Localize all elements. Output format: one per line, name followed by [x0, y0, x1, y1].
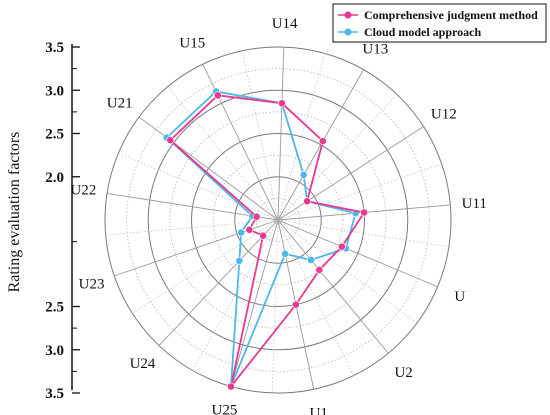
- grid-ring-minor: [126, 68, 430, 372]
- grid-spoke: [277, 47, 285, 221]
- axis-layer: 3.5 3.0 2.5 2.0 2.5 3.0 3.5: [45, 40, 80, 402]
- spoke-label: U14: [272, 16, 298, 32]
- spoke-label: U12: [431, 107, 457, 123]
- grid-spoke-minor: [132, 219, 279, 314]
- data-point-1: [166, 136, 175, 145]
- data-point-1: [245, 225, 254, 234]
- grid-spoke-minor: [241, 50, 279, 221]
- grid-spoke-minor: [277, 219, 418, 324]
- spoke-label: U22: [70, 183, 96, 199]
- spoke-label: U: [454, 289, 465, 305]
- grid-spoke: [138, 116, 279, 221]
- spoke-label: U24: [130, 356, 156, 372]
- spoke-label: U13: [362, 42, 388, 58]
- spoke-label: U25: [212, 403, 238, 415]
- spoke-label: U21: [107, 96, 133, 112]
- data-point-1: [318, 137, 327, 145]
- grid-spoke: [230, 219, 279, 387]
- data-point-2: [299, 170, 308, 179]
- grid-spoke-minor: [271, 219, 279, 393]
- series-line-2: [165, 90, 357, 387]
- radial-axis-tick-label: 3.0: [45, 343, 64, 359]
- spoke-label: U23: [79, 277, 105, 293]
- radial-axis-tick-label: 3.0: [45, 83, 64, 99]
- grid-ring: [147, 89, 409, 351]
- data-point-1: [213, 91, 222, 100]
- radial-axis-tick-label: 2.5: [45, 300, 64, 316]
- grid-ring: [104, 46, 452, 394]
- radial-axis-tick-label: 2.5: [45, 127, 64, 143]
- data-point-1: [337, 242, 346, 251]
- data-point-2: [235, 256, 244, 265]
- grid-spoke-minor: [105, 219, 279, 236]
- data-point-2: [281, 249, 290, 258]
- radial-axis-tick-label: 3.5: [45, 386, 64, 402]
- data-point-2: [307, 256, 315, 264]
- data-point-1: [259, 231, 268, 240]
- grid-spoke: [277, 126, 424, 221]
- grid-spoke: [277, 69, 364, 221]
- grid-spoke-minor: [277, 53, 326, 221]
- grid-spoke: [158, 219, 279, 346]
- grid-spoke-minor: [277, 94, 398, 221]
- legend-marker-2: [344, 28, 352, 36]
- grid-spoke: [114, 219, 279, 277]
- data-point-1: [360, 208, 369, 217]
- legend-label-2: Cloud model approach: [364, 25, 481, 39]
- grid-spoke: [202, 64, 279, 221]
- grid-spoke-minor: [118, 152, 279, 221]
- data-point-1: [252, 212, 261, 221]
- grid-ring-minor: [169, 111, 387, 329]
- grid-ring-minor: [212, 154, 344, 286]
- legend-marker-1: [344, 11, 352, 19]
- legend-label-1: Comprehensive judgment method: [364, 8, 538, 22]
- radial-axis-tick-label: 3.5: [45, 40, 64, 56]
- data-point-1: [315, 266, 324, 274]
- legend: Comprehensive judgment method Cloud mode…: [332, 3, 547, 43]
- data-point-1: [227, 382, 235, 391]
- grid-spoke-minor: [277, 219, 354, 376]
- axis-title: Rating evaluation factors: [6, 132, 23, 293]
- radial-axis-tick-label: 2.0: [45, 170, 64, 186]
- spoke-label: U15: [179, 36, 205, 52]
- series-line-1: [168, 94, 366, 388]
- series-layer: [162, 87, 369, 391]
- data-point-2: [237, 228, 246, 237]
- grid-ring: [234, 176, 322, 264]
- grid-spoke-minor: [277, 219, 450, 247]
- grid-spoke-minor: [167, 86, 279, 221]
- grid-spoke-minor: [277, 163, 442, 221]
- grid-spoke: [277, 219, 438, 288]
- spoke-label: U2: [394, 365, 412, 381]
- data-point-1: [291, 300, 300, 309]
- legend-box: [332, 3, 547, 43]
- grid-spoke: [277, 219, 389, 354]
- grid-layer: U11 U12 U13 U14 U15 U21 U22 U23 U24 U25 U1 U2 U: [70, 16, 486, 415]
- data-point-1: [278, 99, 286, 108]
- data-point-1: [303, 197, 312, 206]
- spoke-label: U1: [310, 406, 328, 415]
- spoke-label: U11: [462, 196, 487, 212]
- grid-spoke-minor: [192, 219, 279, 371]
- grid-ring: [191, 133, 365, 307]
